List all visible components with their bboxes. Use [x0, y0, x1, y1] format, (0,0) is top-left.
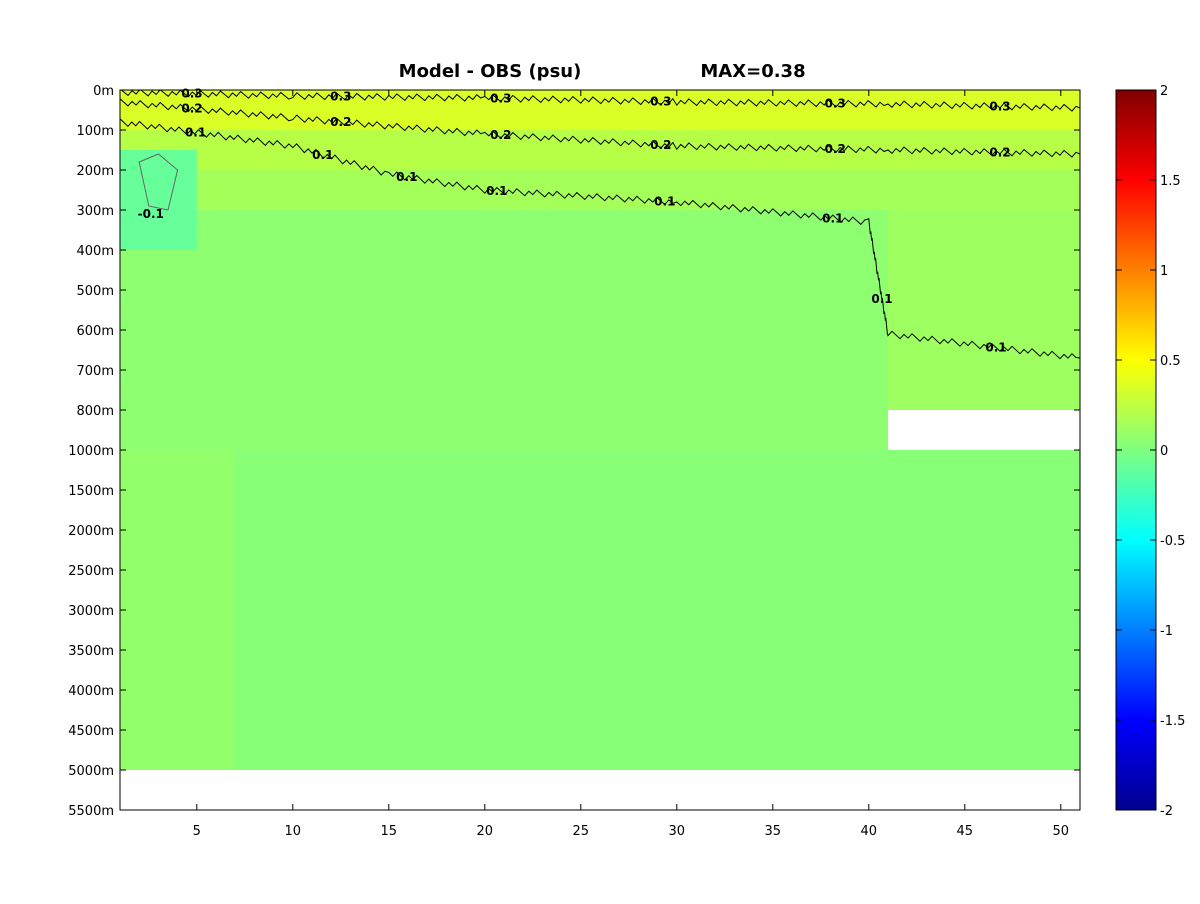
heatmap-region	[888, 210, 1080, 410]
contour-line	[120, 98, 1080, 158]
y-tick-label: 600m	[77, 324, 114, 339]
y-tick-label: 4000m	[68, 684, 114, 699]
colorbar-tick-label: -1	[1160, 624, 1173, 639]
x-tick-label: 15	[381, 824, 398, 839]
y-tick-label: 500m	[77, 284, 114, 299]
contour-label: -0.1	[138, 207, 164, 221]
y-tick-label: 700m	[77, 364, 114, 379]
heatmap-region	[120, 210, 888, 450]
y-tick-label: 100m	[77, 124, 114, 139]
x-tick-label: 20	[477, 824, 494, 839]
colorbar	[1115, 89, 1157, 811]
heatmap-region	[120, 130, 1080, 170]
contour-label: 0.3	[490, 91, 511, 105]
contour-label: 0.2	[989, 145, 1010, 159]
contour-label: 0.2	[650, 138, 671, 152]
contour-label: 0.3	[989, 99, 1010, 113]
colorbar-tick-label: -0.5	[1160, 534, 1185, 549]
y-tick-label: 200m	[77, 164, 114, 179]
y-tick-label: 5000m	[68, 764, 114, 779]
y-tick-label: 4500m	[68, 724, 114, 739]
contour-label: 0.2	[825, 142, 846, 156]
heatmap-region	[120, 170, 1080, 210]
colorbar-tick-label: -2	[1160, 804, 1173, 819]
y-tick-label: 3000m	[68, 604, 114, 619]
contour-line	[120, 90, 1080, 112]
x-tick-label: 45	[957, 824, 974, 839]
y-tick-label: 800m	[77, 404, 114, 419]
contour-label: 0.1	[985, 341, 1006, 355]
contour-label: 0.2	[490, 128, 511, 142]
contour-label: 0.2	[330, 115, 351, 129]
contour-label: 0.1	[822, 211, 843, 225]
x-tick-label: 10	[285, 824, 302, 839]
x-axis: 5 10 15 20 25 30 35 40 45 50	[193, 90, 1069, 839]
contour-line	[120, 118, 1080, 360]
contour-label: 0.1	[185, 126, 206, 140]
contour-label: 0.3	[330, 90, 351, 104]
y-tick-label: 300m	[77, 204, 114, 219]
contour-labels: 0.3 0.3 0.3 0.3 0.3 0.30.20.20.20.2 0.2 0.20.10…	[138, 87, 1011, 355]
colorbar-tick-label: 0.5	[1160, 354, 1181, 369]
x-tick-label: 50	[1053, 824, 1070, 839]
colorbar-tick-label: 1	[1160, 264, 1168, 279]
colorbar-tick-label: 0	[1160, 444, 1168, 459]
y-tick-label: 1000m	[68, 444, 114, 459]
x-tick-label: 5	[193, 824, 201, 839]
colorbar-tick-label: -1.5	[1160, 714, 1185, 729]
heatmap-region	[120, 150, 197, 250]
y-tick-label: 1500m	[68, 484, 114, 499]
contour-label: 0.3	[650, 95, 671, 109]
heatmap-region	[120, 450, 1080, 770]
colorbar-tick-label: 1.5	[1160, 174, 1181, 189]
heatmap-field	[120, 90, 1080, 770]
contour-label: 0.1	[486, 184, 507, 198]
depth-axis: 0m 100m 200m 300m 400m 500m 600m 700m 800m 1000m 1…	[68, 84, 1080, 819]
contour-label: 0.1	[312, 148, 333, 162]
contour-label: 0.1	[396, 170, 417, 184]
y-tick-label: 2000m	[68, 524, 114, 539]
y-tick-label: 0m	[93, 84, 114, 99]
y-tick-label: 5500m	[68, 804, 114, 819]
y-tick-label: 3500m	[68, 644, 114, 659]
x-tick-label: 30	[669, 824, 686, 839]
colorbar-axis: 2 1.5 1 0.5 0 -0.5 -1 -1.5 -2	[1116, 84, 1185, 819]
y-tick-label: 2500m	[68, 564, 114, 579]
x-tick-label: 40	[861, 824, 878, 839]
chart-title: Model - OBS (psu)	[399, 61, 582, 82]
heatmap-region	[120, 90, 1080, 130]
contour-line	[138, 153, 179, 211]
y-tick-label: 400m	[77, 244, 114, 259]
contour-label: 0.1	[871, 292, 892, 306]
contour-label: 0.1	[654, 194, 675, 208]
colorbar-tick-label: 2	[1160, 84, 1168, 99]
contour-lines	[120, 90, 1080, 360]
max-annotation: MAX=0.38	[700, 61, 805, 82]
contour-label: 0.3	[825, 97, 846, 111]
heatmap-region	[120, 450, 236, 770]
contour-label: 0.2	[181, 102, 202, 116]
contour-label: 0.3	[181, 87, 202, 101]
x-tick-label: 35	[765, 824, 782, 839]
x-tick-label: 25	[573, 824, 590, 839]
